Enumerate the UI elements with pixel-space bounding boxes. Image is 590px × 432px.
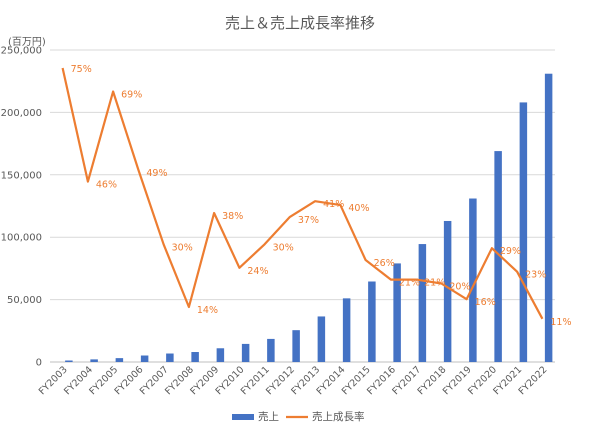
y-tick-label: 200,000 — [1, 108, 42, 119]
growth-rate-label: 49% — [146, 168, 167, 179]
sales-bar — [519, 102, 528, 362]
legend: 売上 売上成長率 — [232, 410, 365, 423]
growth-rate-label: 26% — [374, 258, 395, 269]
chart-title: 売上＆売上成長率推移 — [225, 14, 375, 32]
growth-rate-label: 29% — [500, 246, 521, 257]
sales-bar — [115, 358, 124, 362]
sales-bar — [241, 343, 250, 362]
y-tick-label: 50,000 — [7, 295, 42, 306]
growth-rate-label: 21% — [399, 278, 420, 289]
sales-bar — [140, 355, 149, 362]
growth-rate-label: 11% — [550, 317, 571, 328]
growth-rate-label: 24% — [247, 266, 268, 277]
growth-rate-label: 75% — [71, 64, 92, 75]
legend-growth-label: 売上成長率 — [312, 410, 365, 423]
y-axis-unit-label: (百万円) — [8, 36, 46, 48]
sales-bar — [443, 220, 452, 362]
growth-rate-label: 37% — [298, 215, 319, 226]
growth-rate-label: 20% — [449, 281, 470, 292]
growth-rate-label: 21% — [424, 278, 445, 289]
y-tick-label: 0 — [36, 358, 42, 369]
sales-bar — [418, 244, 427, 362]
sales-bar — [216, 348, 225, 362]
x-axis-ticks: FY2003FY2004FY2005FY2006FY2007FY2008FY20… — [37, 364, 550, 397]
sales-bar — [65, 360, 73, 362]
legend-sales-swatch — [232, 414, 254, 420]
y-tick-label: 100,000 — [1, 233, 42, 244]
y-axis-ticks: 0 50,000 100,000 150,000 200,000 250,000 — [1, 46, 42, 369]
sales-bar — [544, 73, 553, 362]
sales-bar — [393, 263, 401, 362]
sales-bars — [65, 73, 553, 362]
growth-rate-line — [61, 67, 544, 320]
sales-bar — [469, 198, 477, 362]
growth-rate-label: 23% — [525, 270, 546, 281]
growth-rate-label: 40% — [348, 203, 369, 214]
y-tick-label: 150,000 — [1, 170, 42, 181]
growth-rate-label: 16% — [475, 297, 496, 308]
sales-bar — [166, 353, 174, 362]
sales-bar — [90, 359, 98, 362]
growth-rate-label: 14% — [197, 305, 218, 316]
y-tick-label: 250,000 — [1, 46, 42, 57]
growth-rate-labels: 75% 46% 69% 49% 30% 14% 38% 24% 30% 37% 41% 40% 26% 2… — [71, 64, 572, 328]
sales-bar — [317, 316, 326, 362]
sales-bar — [267, 338, 275, 362]
sales-bar — [292, 330, 300, 362]
growth-rate-label: 46% — [96, 180, 117, 191]
growth-rate-label: 38% — [222, 211, 243, 222]
growth-rate-label: 30% — [172, 242, 193, 253]
growth-rate-label: 69% — [121, 90, 142, 101]
sales-bar — [342, 298, 351, 362]
growth-rate-label: 41% — [323, 199, 344, 210]
growth-rate-label: 30% — [273, 242, 294, 253]
sales-bar — [368, 281, 376, 362]
legend-sales-label: 売上 — [258, 410, 279, 423]
x-tick-label: FY2022 — [517, 364, 550, 397]
sales-bar — [191, 352, 199, 362]
sales-bar — [494, 151, 502, 362]
